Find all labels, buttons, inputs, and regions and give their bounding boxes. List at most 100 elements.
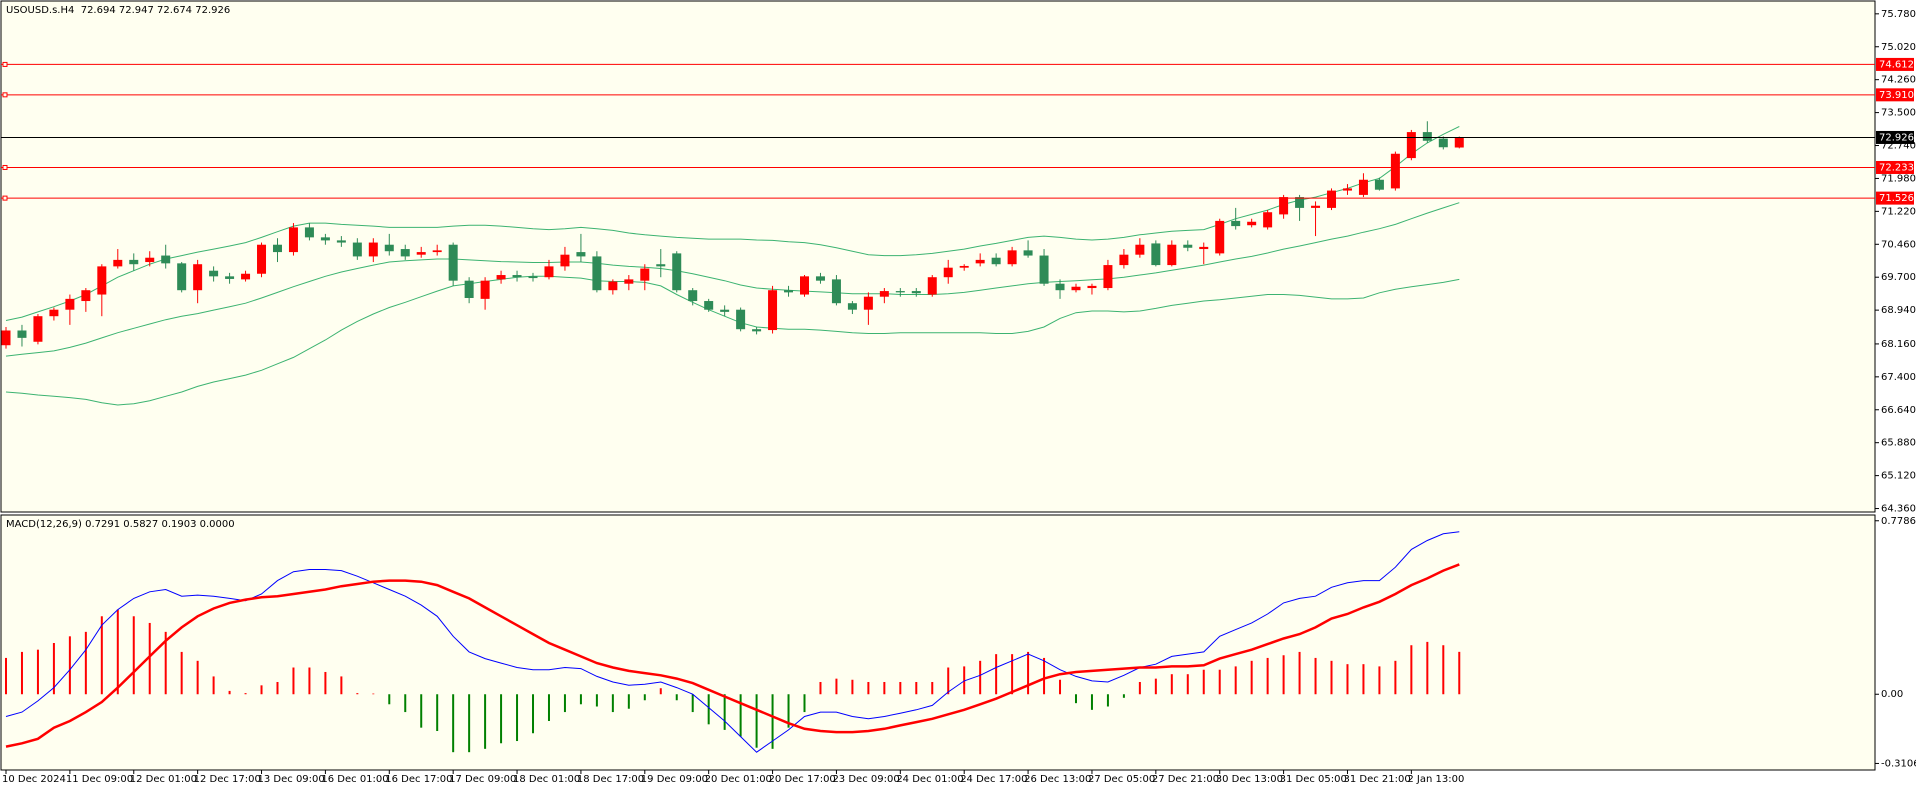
candle-body [560,254,570,267]
macd-histogram-bar [388,694,391,705]
candle-body [225,276,235,279]
candle-body [528,276,538,279]
macd-histogram-bar [1394,660,1397,695]
macd-histogram-bar [260,685,263,695]
macd-histogram-bar [516,694,519,742]
level-handle [2,164,8,170]
macd-histogram-bar [851,679,854,695]
candle-body [863,296,873,310]
macd-histogram-bar [979,660,982,695]
candle-body [193,264,203,291]
macd-histogram-bar [36,649,39,695]
macd-histogram-bar [1138,681,1141,695]
candle-body [177,263,187,291]
candle-body [1183,244,1193,248]
candle-body [1087,285,1097,289]
candle-body [752,329,762,332]
macd-histogram-bar [164,631,167,695]
level-label: 72.926 [1879,132,1914,143]
candle-body [161,255,171,264]
macd-histogram-bar [1218,669,1221,695]
macd-histogram-bar [787,694,790,728]
macd-histogram-bar [1186,674,1189,695]
macd-histogram-bar [691,694,694,713]
x-tick-label: 12 Dec 17:00 [194,774,261,785]
candle-body [1358,179,1368,195]
macd-histogram-bar [707,694,710,725]
x-tick-label: 30 Dec 13:00 [1216,774,1283,785]
macd-histogram-bar [643,694,646,701]
y-tick-label: 68.940 [1881,305,1916,316]
candle-body [320,237,330,241]
candle-body [1103,265,1113,289]
macd-histogram-bar [1314,657,1317,695]
macd-histogram-bar [1170,674,1173,695]
macd-histogram-bar [196,660,199,695]
macd-histogram-bar [723,694,726,730]
macd-histogram-bar [1234,666,1237,695]
level-label-box [1876,191,1914,205]
level-label: 74.612 [1879,59,1914,70]
x-tick-label: 20 Dec 01:00 [705,774,772,785]
candle-body [1023,250,1033,256]
candle-body [736,309,746,330]
macd-histogram-bar [180,651,183,695]
candle-body [1374,179,1384,190]
candle-body [1279,197,1289,215]
candle-body [608,281,618,291]
candle-body [592,256,602,291]
candle-body [1151,243,1161,266]
candle-body [576,252,586,257]
macd-histogram-bar [771,694,774,749]
macd-histogram-bar [1362,664,1365,695]
candle-body [656,264,666,267]
y-tick-label: 65.880 [1881,438,1916,449]
x-tick-label: 10 Dec 2024 [2,774,66,785]
level-label: 71.526 [1879,193,1914,204]
x-tick-label: 16 Dec 17:00 [385,774,452,785]
macd-histogram-bar [675,694,678,701]
y-tick-label: 71.980 [1881,173,1916,184]
candle-body [416,252,426,255]
candle-body [975,259,985,264]
macd-histogram-bar [1426,641,1429,695]
candle-body [1422,132,1432,141]
candle-body [991,257,1001,265]
candle-body [384,244,394,252]
macd-histogram-bar [1458,651,1461,695]
macd-histogram-bar [372,693,375,695]
macd-panel [0,514,1876,771]
macd-histogram-bar [595,694,598,707]
macd-histogram-bar [68,636,71,695]
macd-histogram-bar [452,694,455,753]
candle-body [1231,220,1241,227]
macd-histogram-bar [52,643,55,695]
level-label-box [1876,160,1914,174]
y-tick-label: 0.00 [1881,689,1903,700]
candle-body [640,268,650,281]
candle-body [943,267,953,278]
candle-body [464,280,474,299]
candle-body [145,257,155,263]
candle-body [815,276,825,281]
candle-body [1295,197,1305,208]
macd-histogram-bar [1282,655,1285,695]
macd-histogram-bar [1106,694,1109,707]
macd-histogram-bar [212,676,215,695]
candle-body [1406,132,1416,159]
macd-histogram-bar [116,609,119,695]
candle-body [1039,255,1049,284]
macd-histogram-bar [468,694,471,753]
macd-histogram-bar [404,694,407,713]
macd-title: MACD(12,26,9) 0.7291 0.5827 0.1903 0.000… [6,519,235,530]
macd-histogram-bar [356,693,359,695]
macd-histogram-bar [547,694,550,721]
candle-body [97,266,107,295]
candle-body [1342,188,1352,191]
candle-body [1119,254,1129,266]
candle-body [1454,137,1464,148]
candle-body [911,291,921,294]
macd-histogram-bar [1027,651,1030,695]
candle-body [1327,190,1337,208]
